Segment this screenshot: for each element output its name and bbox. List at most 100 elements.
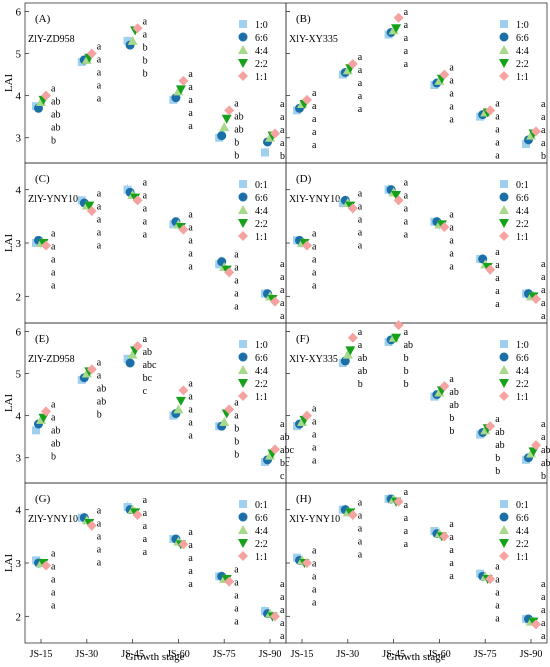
significance-letter: a	[449, 63, 454, 74]
data-point	[32, 426, 40, 435]
significance-letter: a	[312, 241, 317, 252]
significance-letter: ab	[234, 111, 243, 122]
chart-panel: (H) XlY-YNY10 JS-15 JS-30 JS-45 JS-60 JS-75 JS-…	[285, 482, 548, 660]
legend-label: 0:1	[255, 500, 268, 511]
data-point	[522, 140, 530, 149]
significance-letter: a	[404, 178, 409, 189]
legend-label: 6:6	[255, 513, 268, 524]
legend-label: 6:6	[255, 193, 268, 204]
significance-letter: ab	[495, 440, 504, 451]
significance-letter: b	[541, 151, 546, 162]
significance-letter: a	[97, 42, 102, 53]
significance-letter: a	[358, 52, 363, 63]
data-point	[127, 35, 138, 45]
panel-label: ZlY-YNY10	[28, 194, 78, 205]
significance-letter: a	[449, 558, 454, 569]
x-tick-label: JS-60	[428, 649, 451, 660]
legend-label: 2:2	[255, 379, 268, 390]
significance-letter: a	[541, 259, 546, 270]
significance-letter: bc	[143, 373, 153, 384]
x-tick-label: JS-45	[121, 649, 144, 660]
significance-letter: ab	[358, 366, 367, 377]
significance-letter: ab	[404, 340, 413, 351]
significance-letter: a	[449, 532, 454, 543]
legend-marker	[499, 551, 509, 561]
significance-letter: a	[449, 102, 454, 113]
significance-letter: b	[234, 423, 239, 434]
panel-letter: (E)	[35, 333, 49, 345]
significance-letter: a	[541, 99, 546, 110]
significance-letter: a	[495, 273, 500, 284]
data-point	[531, 619, 541, 630]
significance-letter: a	[404, 327, 409, 338]
significance-letter: b	[234, 137, 239, 148]
x-tick-label: JS-30	[336, 649, 359, 660]
x-tick-label: JS-30	[75, 649, 98, 660]
y-tick-label: 3	[16, 238, 22, 250]
significance-letter: a	[143, 178, 148, 189]
legend-label: 2:2	[516, 379, 529, 390]
significance-letter: a	[51, 574, 56, 585]
legend-label: 0:1	[516, 180, 529, 191]
significance-letter: a	[312, 559, 317, 570]
chart-panel: (D)XlY-YNY10aaaaaaaaaaaaaaaaaaaaaaaaaaaa…	[285, 162, 548, 324]
legend-label: 2:2	[516, 59, 529, 70]
data-point	[132, 341, 143, 352]
significance-letter: a	[234, 603, 239, 614]
significance-letter: abc	[143, 360, 157, 371]
y-tick-label: 2	[16, 291, 22, 303]
legend-label: 4:4	[516, 526, 529, 537]
x-tick-label: JS-45	[382, 649, 405, 660]
data-point	[224, 267, 235, 278]
legend-marker	[238, 59, 248, 68]
significance-letter: b	[404, 379, 409, 390]
significance-letter: a	[495, 588, 500, 599]
significance-letter: a	[280, 125, 285, 136]
significance-letter: a	[449, 571, 454, 582]
significance-letter: b	[495, 466, 500, 477]
significance-letter: a	[495, 150, 500, 161]
legend-label: 6:6	[255, 353, 268, 364]
legend-marker	[238, 525, 248, 534]
data-point	[132, 510, 143, 520]
significance-letter: a	[358, 91, 363, 102]
significance-letter: a	[188, 553, 193, 564]
significance-letter: a	[234, 263, 239, 274]
significance-letter: a	[234, 250, 239, 261]
data-point	[221, 114, 232, 124]
significance-letter: a	[312, 140, 317, 151]
legend-label: 2:2	[516, 539, 529, 550]
significance-letter: b	[449, 413, 454, 424]
significance-letter: a	[188, 262, 193, 273]
legend-marker	[499, 391, 509, 401]
data-point	[485, 105, 496, 116]
significance-letter: a	[495, 124, 500, 135]
legend-label: 6:6	[516, 33, 529, 44]
significance-letter: a	[404, 500, 409, 511]
significance-letter: a	[312, 280, 317, 291]
legend-marker	[238, 205, 248, 214]
data-point	[178, 224, 189, 235]
panel-label: ZlY-ZD958	[28, 354, 75, 365]
legend-marker	[499, 231, 509, 241]
significance-letter: a	[312, 585, 317, 596]
x-tick-label: JS-90	[520, 649, 543, 660]
legend-label: 1:1	[255, 72, 268, 83]
significance-letter: a	[358, 104, 363, 115]
data-point	[217, 131, 227, 141]
significance-letter: a	[143, 204, 148, 215]
significance-letter: b	[234, 449, 239, 460]
y-tick-label: 4	[16, 505, 22, 517]
legend-marker	[238, 365, 248, 374]
significance-letter: a	[495, 601, 500, 612]
significance-letter: a	[280, 631, 285, 642]
significance-letter: a	[312, 546, 317, 557]
data-point	[347, 510, 358, 520]
legend-label: 1:1	[516, 552, 529, 563]
legend-marker	[238, 45, 248, 54]
x-tick-label: JS-75	[474, 649, 497, 660]
